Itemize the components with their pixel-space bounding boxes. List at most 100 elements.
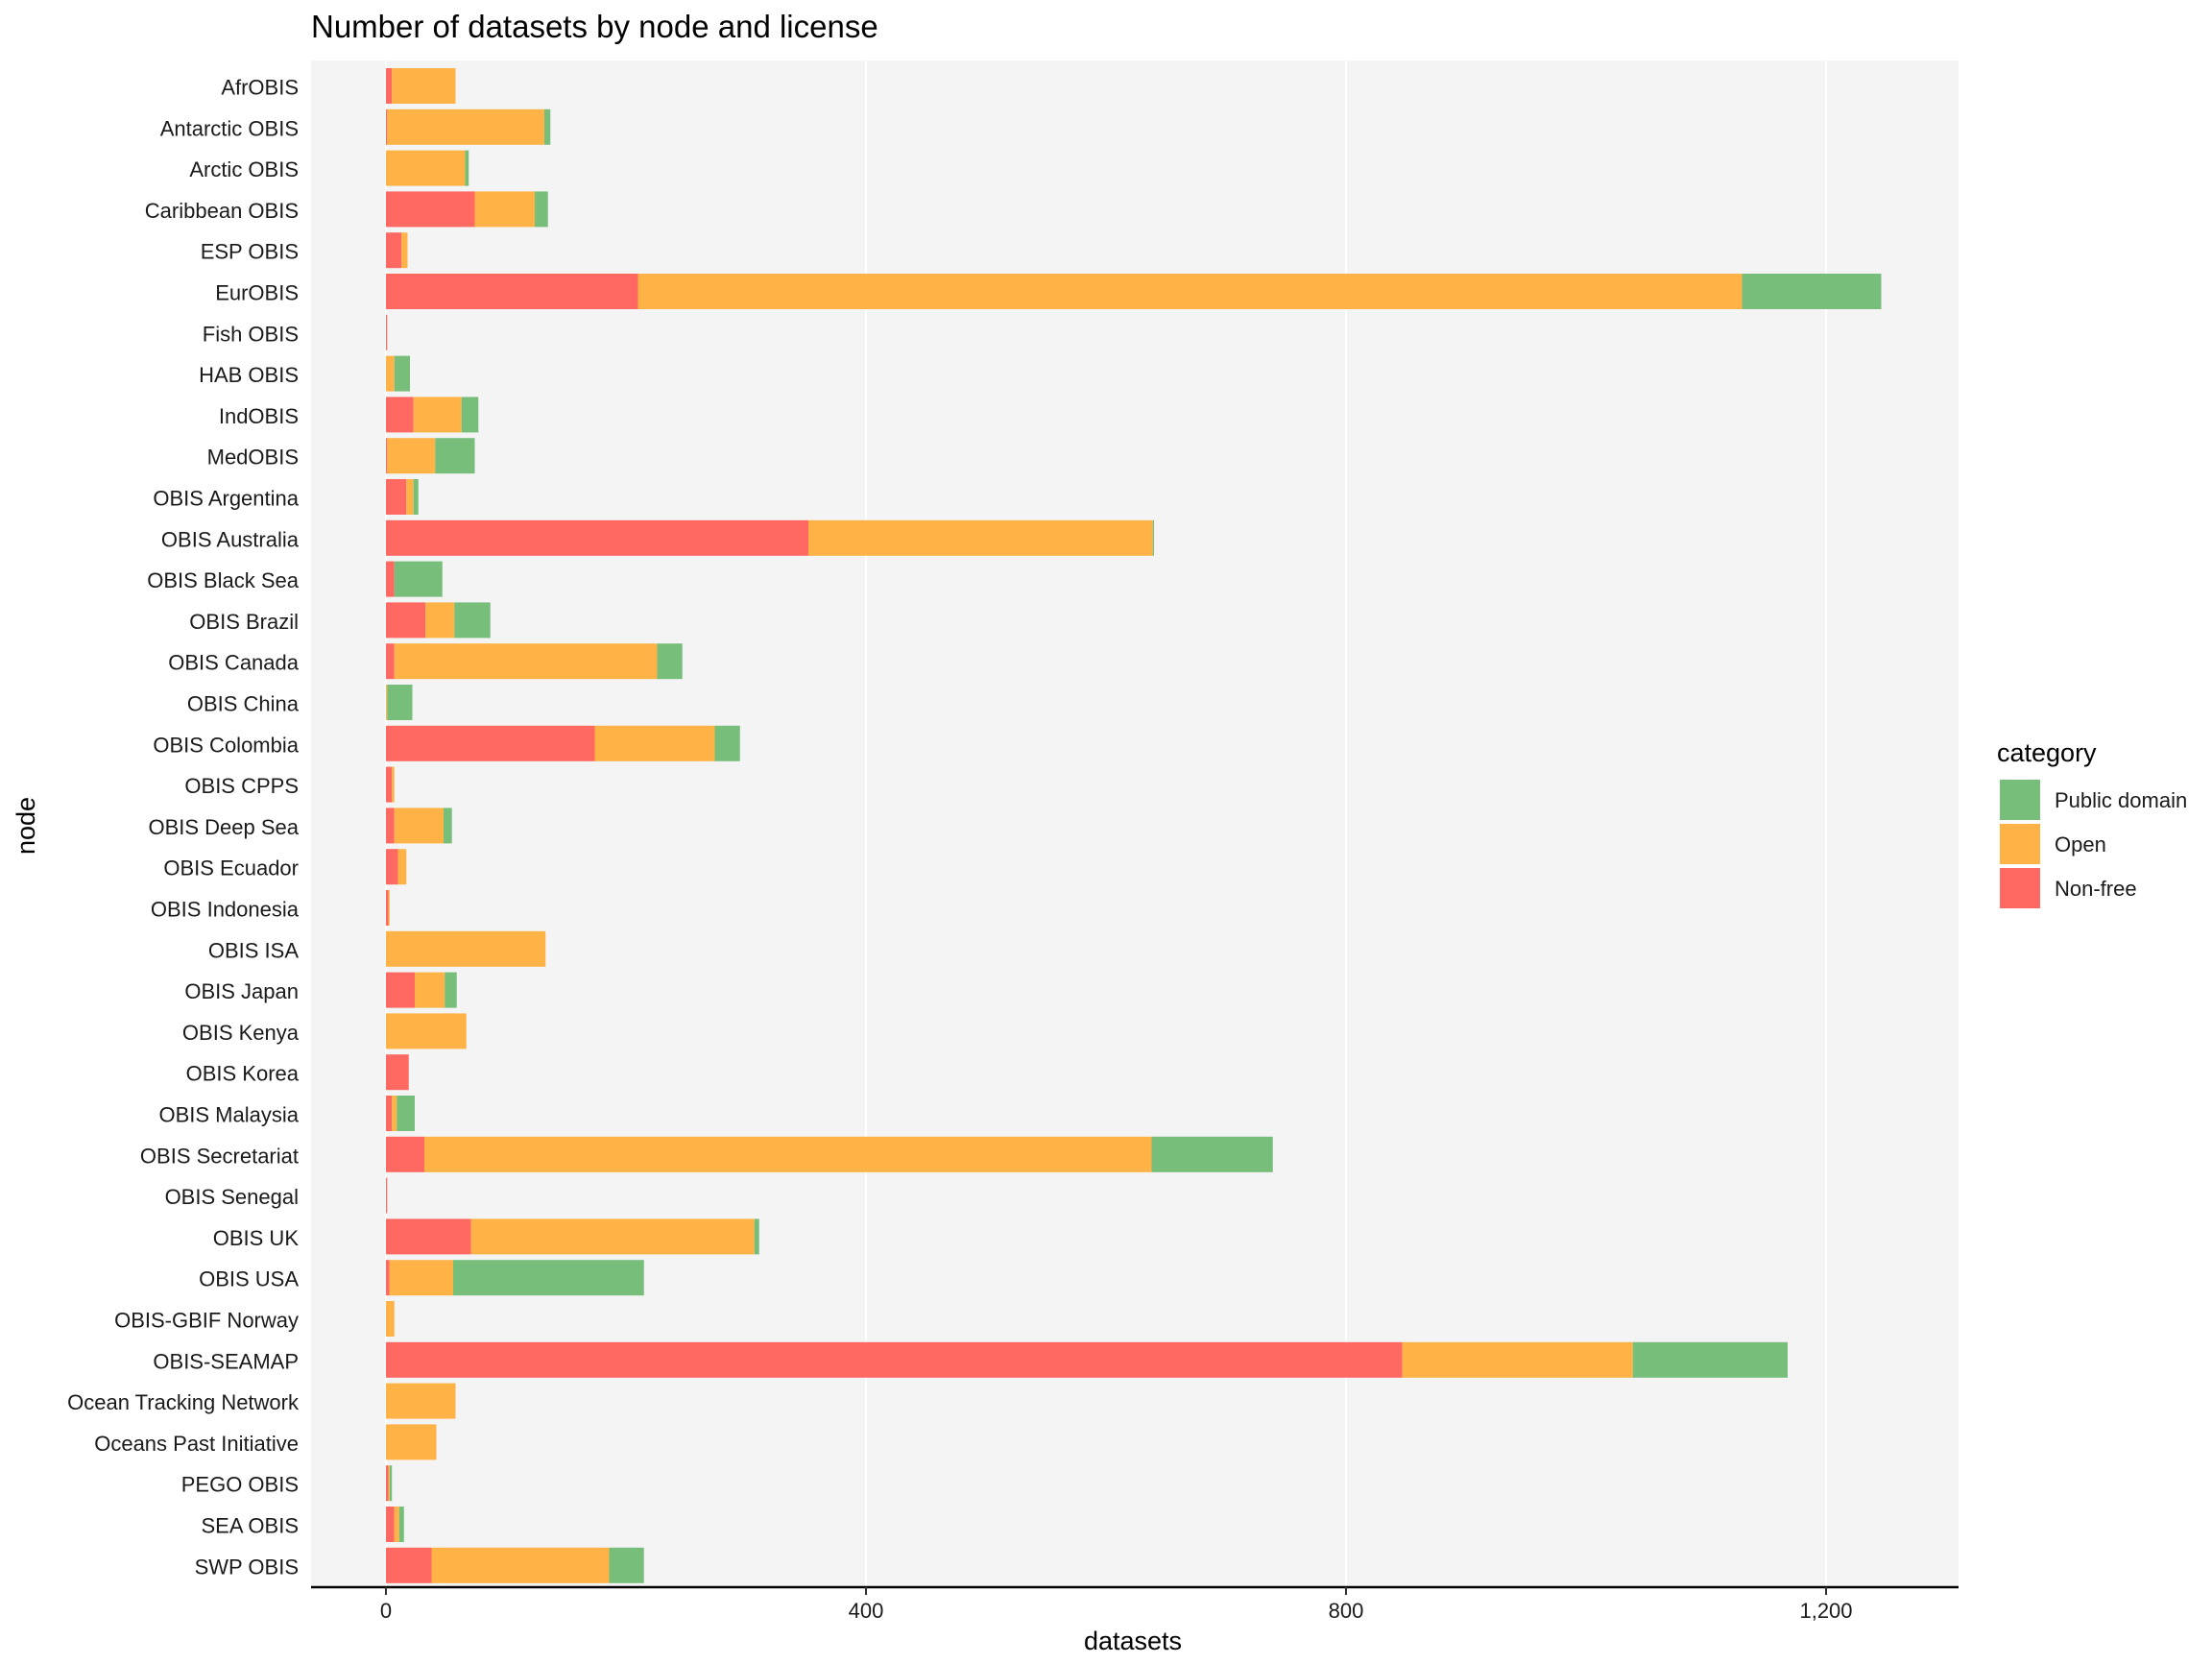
legend: category Public domain Open Non-free xyxy=(1997,738,2187,908)
bar-arctic-obis-public-domain xyxy=(465,150,469,186)
bar-obis-japan-public-domain xyxy=(445,972,457,1008)
legend-label-public-domain: Public domain xyxy=(2055,788,2187,812)
y-tick-label: OBIS Argentina xyxy=(153,487,299,511)
y-tick-label: OBIS Indonesia xyxy=(151,898,300,922)
legend-swatch-public-domain xyxy=(2000,780,2040,820)
bar-obis-korea-non-free xyxy=(386,1054,409,1091)
bar-obis-uk-public-domain xyxy=(754,1218,759,1255)
bar-pego-obis-public-domain xyxy=(389,1465,393,1502)
bar-obis-uk-non-free xyxy=(386,1218,471,1255)
y-tick-label: OBIS Black Sea xyxy=(147,568,300,592)
bar-obis-china-public-domain xyxy=(387,685,413,720)
y-tick-label: OBIS Senegal xyxy=(165,1185,299,1209)
y-tick-label: OBIS Canada xyxy=(168,651,300,675)
bar-caribbean-obis-public-domain xyxy=(535,191,548,228)
y-tick-label: AfrOBIS xyxy=(221,76,299,100)
plot-background xyxy=(311,60,1959,1587)
y-axis-label: node xyxy=(12,797,40,855)
bar-obis-gbif-norway-open xyxy=(386,1301,395,1337)
y-tick-label: OBIS USA xyxy=(199,1267,299,1291)
y-tick-label: OBIS Malaysia xyxy=(159,1103,300,1127)
x-tick-label: 1,200 xyxy=(1799,1599,1852,1623)
bar-sea-obis-non-free xyxy=(386,1507,395,1542)
legend-label-open: Open xyxy=(2055,832,2106,856)
bar-obis-canada-public-domain xyxy=(657,643,683,680)
bar-medobis-non-free xyxy=(386,438,388,474)
bar-indobis-public-domain xyxy=(461,397,479,433)
bar-antarctic-obis-non-free xyxy=(386,109,388,145)
bar-obis-brazil-open xyxy=(425,602,455,639)
x-tick-label: 800 xyxy=(1329,1599,1364,1623)
bar-obis-senegal-non-free xyxy=(386,1177,388,1214)
y-tick-label: OBIS CPPS xyxy=(184,774,299,798)
bar-obis-seamap-public-domain xyxy=(1632,1341,1788,1378)
bar-obis-indonesia-non-free xyxy=(386,890,389,926)
bar-swp-obis-non-free xyxy=(386,1547,432,1583)
bar-sea-obis-public-domain xyxy=(398,1507,404,1542)
bar-afrobis-open xyxy=(392,68,456,104)
x-axis-label: datasets xyxy=(1084,1627,1182,1655)
y-tick-label: Ocean Tracking Network xyxy=(67,1390,300,1414)
y-tick-label: OBIS Australia xyxy=(161,527,300,551)
y-tick-label: EurOBIS xyxy=(215,281,299,305)
y-tick-label: OBIS Brazil xyxy=(189,610,299,634)
y-tick-label: HAB OBIS xyxy=(199,363,299,387)
bar-obis-canada-open xyxy=(394,643,658,680)
x-tick-label: 0 xyxy=(380,1599,392,1623)
y-tick-label: OBIS Deep Sea xyxy=(148,815,299,839)
bar-obis-colombia-open xyxy=(594,725,715,761)
bar-obis-canada-non-free xyxy=(386,643,395,680)
y-tick-label: Oceans Past Initiative xyxy=(94,1432,299,1456)
bar-obis-argentina-public-domain xyxy=(413,479,419,515)
bar-pego-obis-non-free xyxy=(386,1465,389,1502)
bar-eurobis-open xyxy=(637,274,1743,309)
x-tick-labels: 0 400 800 1,200 xyxy=(380,1587,1853,1623)
bar-hab-obis-open xyxy=(386,355,395,392)
bar-hab-obis-public-domain xyxy=(394,355,410,392)
bar-oceans-past-initiative-open xyxy=(386,1424,437,1460)
legend-swatch-non-free xyxy=(2000,868,2040,908)
bar-caribbean-obis-non-free xyxy=(386,191,475,228)
bar-esp-obis-non-free xyxy=(386,232,402,269)
bar-obis-cpps-non-free xyxy=(386,766,393,803)
chart-title: Number of datasets by node and license xyxy=(311,9,878,44)
bar-obis-deep-sea-public-domain xyxy=(444,808,452,844)
bar-medobis-open xyxy=(387,438,436,474)
bar-obis-isa-open xyxy=(386,930,546,967)
bar-obis-argentina-non-free xyxy=(386,479,407,515)
y-tick-label: OBIS Korea xyxy=(186,1062,300,1086)
y-tick-label: PEGO OBIS xyxy=(181,1473,299,1497)
y-tick-labels: AfrOBIS Antarctic OBIS Arctic OBIS Caribbea… xyxy=(67,76,300,1580)
y-tick-label: ESP OBIS xyxy=(201,240,299,264)
legend-title: category xyxy=(1997,738,2097,767)
bar-swp-obis-open xyxy=(431,1547,610,1583)
legend-swatch-open xyxy=(2000,824,2040,864)
bar-obis-china-open xyxy=(386,685,388,720)
bar-obis-malaysia-open xyxy=(392,1096,397,1131)
bar-obis-usa-non-free xyxy=(386,1260,390,1296)
bar-obis-seamap-open xyxy=(1402,1341,1633,1378)
bar-obis-japan-non-free xyxy=(386,972,415,1008)
y-tick-label: OBIS ISA xyxy=(208,938,299,962)
y-tick-label: OBIS-GBIF Norway xyxy=(114,1309,299,1333)
bar-swp-obis-public-domain xyxy=(609,1547,644,1583)
bar-obis-colombia-public-domain xyxy=(714,725,740,761)
bar-obis-deep-sea-open xyxy=(394,808,444,844)
y-tick-label: OBIS UK xyxy=(213,1226,300,1250)
x-tick-label: 400 xyxy=(849,1599,884,1623)
bar-sea-obis-open xyxy=(394,1507,399,1542)
bar-obis-indonesia-open xyxy=(388,890,390,926)
bar-obis-deep-sea-non-free xyxy=(386,808,395,844)
y-tick-label: OBIS China xyxy=(187,692,300,716)
bar-obis-malaysia-non-free xyxy=(386,1096,393,1131)
bar-obis-kenya-open xyxy=(386,1013,467,1049)
y-tick-label: OBIS Colombia xyxy=(153,733,299,757)
y-tick-label: Arctic OBIS xyxy=(189,157,299,181)
bar-medobis-public-domain xyxy=(435,438,475,474)
bar-obis-argentina-open xyxy=(406,479,414,515)
bar-pego-obis-open xyxy=(388,1465,390,1502)
bar-eurobis-public-domain xyxy=(1742,274,1882,309)
y-tick-label: Fish OBIS xyxy=(203,322,299,346)
y-tick-label: OBIS Japan xyxy=(184,979,299,1003)
